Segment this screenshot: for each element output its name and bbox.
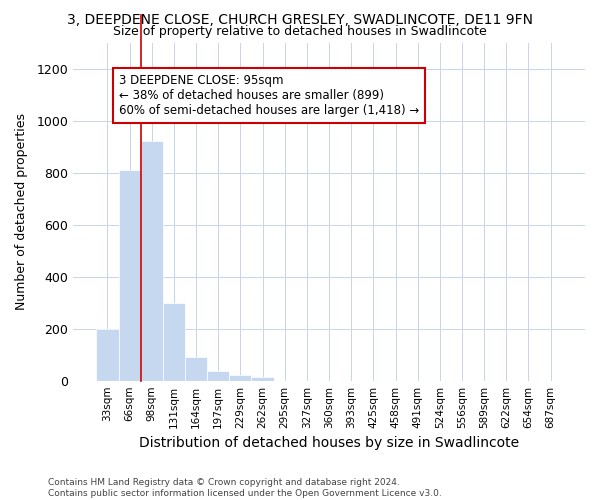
Y-axis label: Number of detached properties: Number of detached properties xyxy=(15,113,28,310)
Bar xyxy=(119,170,140,380)
Bar xyxy=(207,371,229,380)
Bar xyxy=(97,330,119,380)
Text: 3, DEEPDENE CLOSE, CHURCH GRESLEY, SWADLINCOTE, DE11 9FN: 3, DEEPDENE CLOSE, CHURCH GRESLEY, SWADL… xyxy=(67,12,533,26)
Text: 3 DEEPDENE CLOSE: 95sqm
← 38% of detached houses are smaller (899)
60% of semi-d: 3 DEEPDENE CLOSE: 95sqm ← 38% of detache… xyxy=(119,74,419,116)
Bar xyxy=(185,358,207,380)
Bar xyxy=(229,376,251,380)
Bar xyxy=(163,304,185,380)
Text: Size of property relative to detached houses in Swadlincote: Size of property relative to detached ho… xyxy=(113,25,487,38)
Bar xyxy=(251,377,274,380)
Text: Contains HM Land Registry data © Crown copyright and database right 2024.
Contai: Contains HM Land Registry data © Crown c… xyxy=(48,478,442,498)
Bar xyxy=(140,141,163,380)
X-axis label: Distribution of detached houses by size in Swadlincote: Distribution of detached houses by size … xyxy=(139,436,519,450)
